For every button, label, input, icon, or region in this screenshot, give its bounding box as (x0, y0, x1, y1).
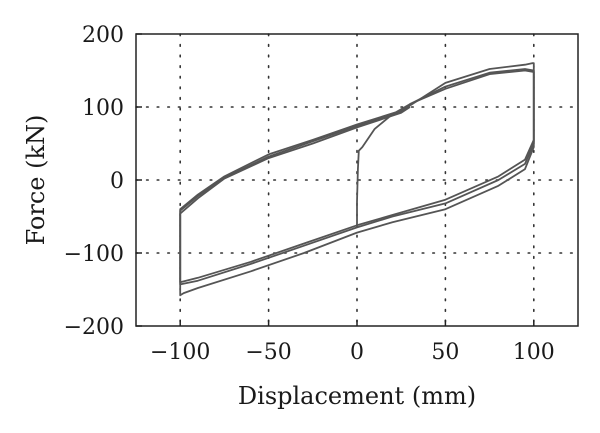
y-tick-label-3: 100 (82, 96, 124, 121)
x-axis-title: Displacement (mm) (238, 382, 476, 410)
y-tick-label-1: −100 (64, 242, 124, 267)
hysteresis-loop-2 (179, 68, 535, 284)
y-tick-label-0: −200 (64, 315, 124, 340)
y-tick-label-4: 200 (82, 23, 124, 48)
hysteresis-loop-1 (179, 69, 535, 286)
x-tick-label-4: 100 (513, 340, 555, 365)
hysteresis-loop-3 (179, 62, 535, 297)
x-tick-label-0: −100 (150, 340, 210, 365)
y-tick-label-2: 0 (110, 169, 124, 194)
x-tick-label-1: −50 (245, 340, 291, 365)
data-series (179, 62, 535, 297)
x-tick-label-3: 50 (431, 340, 459, 365)
axis-ticks: −100 −50 0 50 100 −200 −100 0 100 200 (64, 23, 555, 365)
y-axis-title: Force (kN) (22, 115, 50, 246)
x-tick-label-2: 0 (350, 340, 364, 365)
